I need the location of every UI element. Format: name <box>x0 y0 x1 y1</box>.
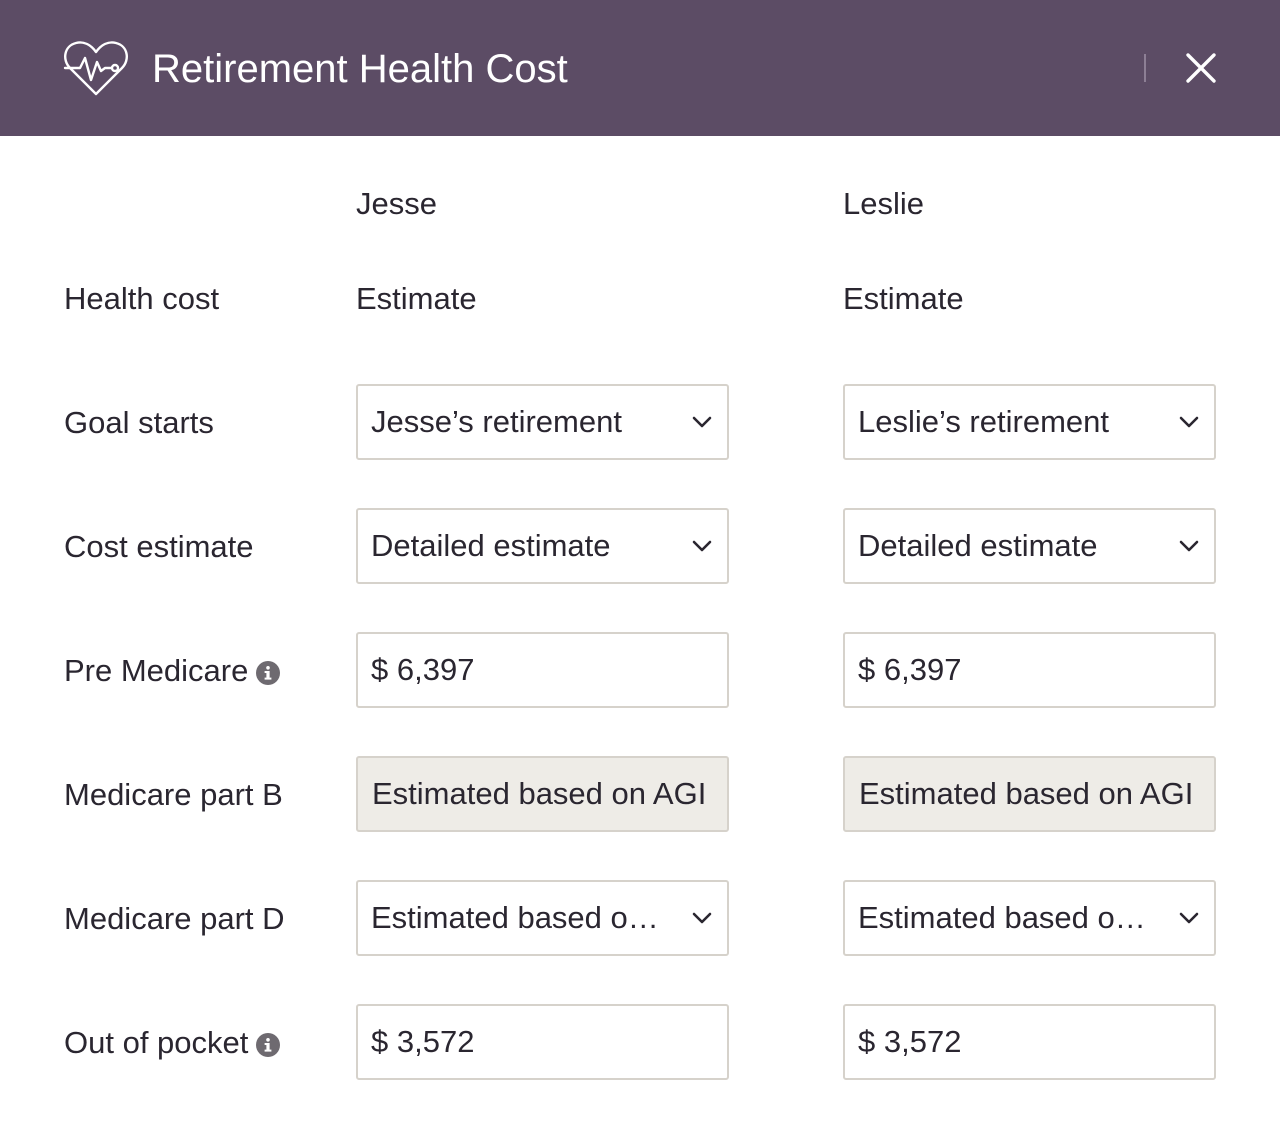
medicare-part-d-select-leslie[interactable]: Estimated based on AGI <box>843 880 1216 956</box>
cost-estimate-label: Cost estimate <box>64 529 254 564</box>
info-icon[interactable] <box>256 1033 281 1057</box>
row-label-goal-starts: Goal starts <box>64 403 214 443</box>
pre-medicare-input-jesse[interactable]: $ 6,397 <box>356 632 729 708</box>
column-header-leslie: Leslie <box>843 186 924 221</box>
health-cost-value-jesse: Estimate <box>356 281 477 316</box>
pre-medicare-input-leslie[interactable]: $ 6,397 <box>843 632 1216 708</box>
cost-estimate-select-jesse[interactable]: Detailed estimate <box>356 508 729 584</box>
out-of-pocket-input-jesse[interactable]: $ 3,572 <box>356 1004 729 1080</box>
modal-header: Retirement Health Cost <box>0 0 1280 136</box>
close-icon[interactable] <box>1182 49 1220 87</box>
cost-estimate-value: Detailed estimate <box>858 528 1098 563</box>
medicare-part-b-label: Medicare part B <box>64 777 283 812</box>
cost-estimate-select-leslie[interactable]: Detailed estimate <box>843 508 1216 584</box>
row-label-cost-estimate: Cost estimate <box>64 527 254 567</box>
goal-starts-select-leslie[interactable]: Leslie’s retirement <box>843 384 1216 460</box>
chevron-down-icon <box>1179 912 1199 924</box>
medicare-part-d-value: Estimated based on AGI <box>371 900 667 935</box>
info-icon[interactable] <box>256 661 281 685</box>
row-label-medicare-part-b: Medicare part B <box>64 775 283 815</box>
column-header-jesse: Jesse <box>356 186 437 221</box>
header-divider <box>1144 54 1146 82</box>
medicare-part-d-label: Medicare part D <box>64 901 285 936</box>
chevron-down-icon <box>692 416 712 428</box>
medicare-part-b-field-leslie: Estimated based on AGI <box>843 756 1216 832</box>
out-of-pocket-label: Out of pocket <box>64 1025 249 1060</box>
chevron-down-icon <box>692 912 712 924</box>
row-label-health-cost: Health cost <box>64 279 219 319</box>
medicare-part-b-field-jesse: Estimated based on AGI <box>356 756 729 832</box>
cost-estimate-value: Detailed estimate <box>371 528 611 563</box>
heart-pulse-icon <box>63 41 128 96</box>
goal-starts-label: Goal starts <box>64 405 214 440</box>
out-of-pocket-input-leslie[interactable]: $ 3,572 <box>843 1004 1216 1080</box>
row-label-pre-medicare: Pre Medicare <box>64 651 281 691</box>
goal-starts-value: Jesse’s retirement <box>371 404 622 439</box>
goal-starts-select-jesse[interactable]: Jesse’s retirement <box>356 384 729 460</box>
medicare-part-d-select-jesse[interactable]: Estimated based on AGI <box>356 880 729 956</box>
row-label-out-of-pocket: Out of pocket <box>64 1023 281 1063</box>
pre-medicare-label: Pre Medicare <box>64 653 249 688</box>
health-cost-value-leslie: Estimate <box>843 281 964 316</box>
modal-title: Retirement Health Cost <box>152 47 568 91</box>
goal-starts-value: Leslie’s retirement <box>858 404 1109 439</box>
row-label-medicare-part-d: Medicare part D <box>64 899 285 939</box>
chevron-down-icon <box>1179 540 1199 552</box>
medicare-part-d-value: Estimated based on AGI <box>858 900 1154 935</box>
health-cost-label: Health cost <box>64 281 220 316</box>
chevron-down-icon <box>1179 416 1199 428</box>
chevron-down-icon <box>692 540 712 552</box>
